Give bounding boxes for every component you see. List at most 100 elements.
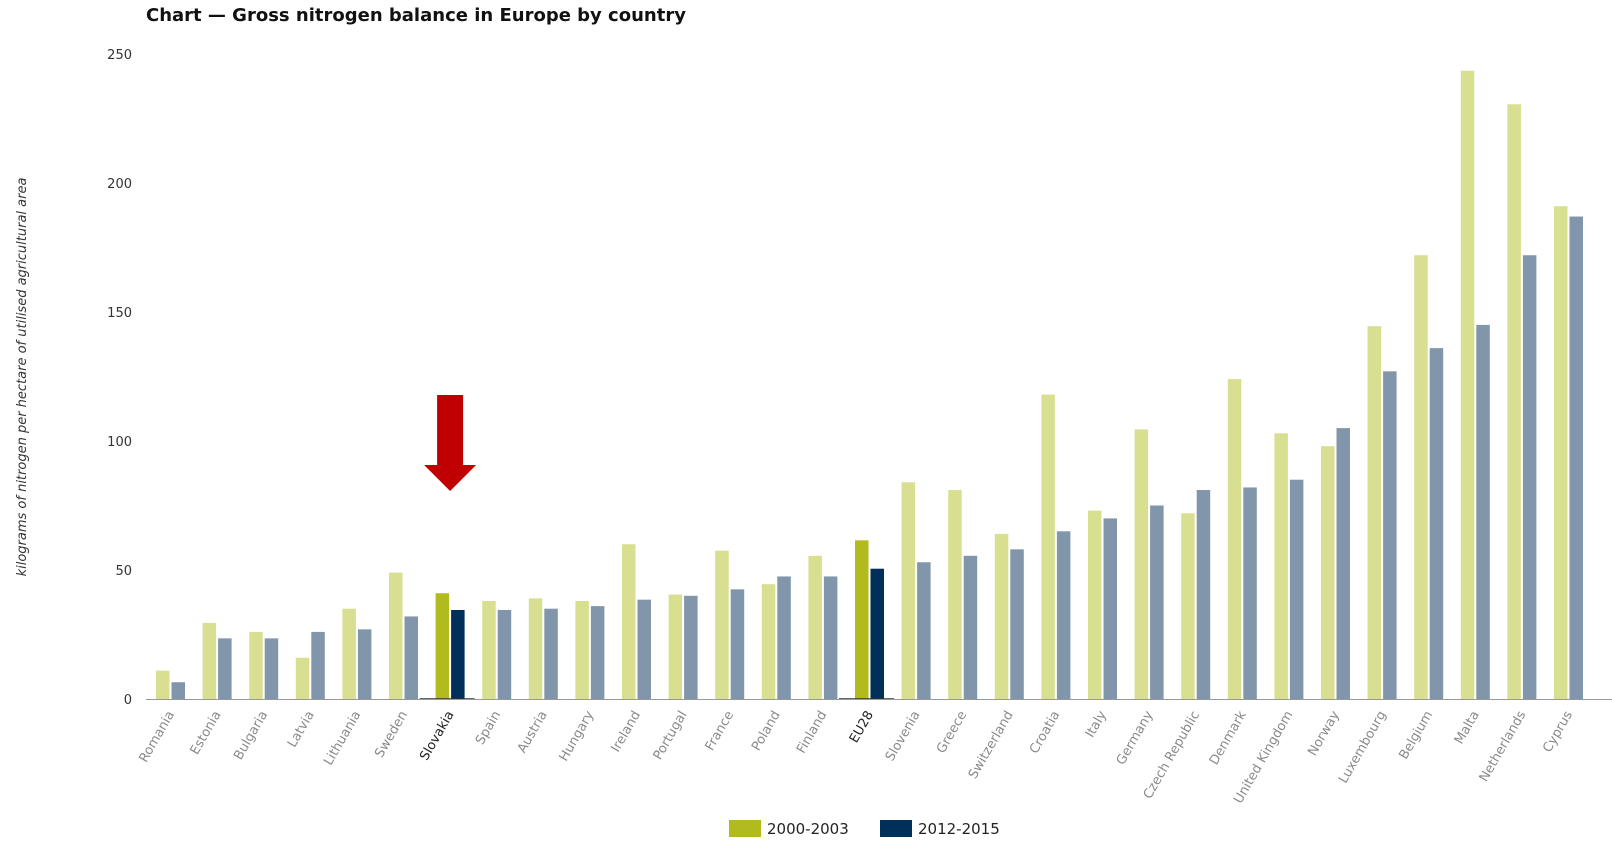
bar-switzerland-2012-2015 bbox=[1010, 549, 1024, 699]
bar-belgium-2000-2003 bbox=[1414, 255, 1428, 700]
annotation-arrow bbox=[424, 395, 477, 491]
bar-spain-2012-2015 bbox=[497, 609, 512, 699]
x-tick-label: France bbox=[703, 709, 738, 754]
x-tick-label: Norway bbox=[1305, 708, 1343, 758]
bar-slovenia-2012-2015 bbox=[917, 562, 931, 699]
bar-latvia-2012-2015 bbox=[311, 631, 325, 699]
bar-greece-2012-2015 bbox=[963, 555, 978, 699]
bar-estonia-2000-2003 bbox=[202, 622, 217, 699]
bar-malta-2012-2015 bbox=[1476, 324, 1490, 699]
bar-bulgaria-2000-2003 bbox=[249, 631, 263, 699]
x-tick-label: Slovenia bbox=[883, 709, 924, 764]
x-tick-label: Finland bbox=[794, 709, 830, 757]
bar-france-2012-2015 bbox=[730, 589, 745, 699]
bar-sweden-2000-2003 bbox=[389, 572, 403, 699]
bar-latvia-2000-2003 bbox=[295, 657, 310, 699]
bar-lithuania-2012-2015 bbox=[357, 629, 372, 699]
bar-finland-2000-2003 bbox=[808, 555, 822, 699]
bars bbox=[156, 70, 1583, 700]
bar-croatia-2012-2015 bbox=[1056, 531, 1071, 699]
bar-denmark-2000-2003 bbox=[1227, 379, 1242, 699]
x-tick-label: Switzerland bbox=[966, 709, 1017, 782]
x-tick-label: Malta bbox=[1452, 709, 1483, 748]
x-tick-label: Cyprus bbox=[1540, 708, 1576, 755]
y-tick-label: 150 bbox=[107, 306, 132, 321]
x-tick-label: Austria bbox=[515, 709, 551, 756]
bar-luxembourg-2000-2003 bbox=[1367, 326, 1382, 699]
bar-italy-2000-2003 bbox=[1088, 510, 1102, 699]
legend[interactable]: 2000-2003 2012-2015 bbox=[729, 820, 1000, 838]
x-tick-label: Spain bbox=[473, 709, 504, 748]
y-axis-ticks: 0 50 100 150 200 250 bbox=[107, 48, 132, 708]
bar-bulgaria-2012-2015 bbox=[264, 638, 279, 699]
bar-austria-2012-2015 bbox=[544, 608, 558, 699]
annotation-arrow-group bbox=[424, 395, 477, 491]
y-tick-label: 100 bbox=[107, 435, 132, 450]
y-tick-label: 250 bbox=[107, 48, 132, 63]
y-axis-label: kilograms of nitrogen per hectare of uti… bbox=[15, 178, 30, 577]
bar-norway-2012-2015 bbox=[1336, 428, 1350, 699]
bar-greece-2000-2003 bbox=[948, 490, 962, 699]
x-tick-label: Lithuania bbox=[321, 709, 364, 769]
bar-finland-2012-2015 bbox=[823, 576, 838, 699]
y-tick-label: 50 bbox=[115, 564, 132, 579]
bar-sweden-2012-2015 bbox=[404, 616, 418, 699]
y-tick-label: 0 bbox=[124, 693, 132, 708]
bar-ireland-2000-2003 bbox=[622, 544, 636, 699]
bar-italy-2012-2015 bbox=[1103, 518, 1117, 699]
bar-hungary-2012-2015 bbox=[590, 606, 605, 699]
x-tick-label: Germany bbox=[1114, 708, 1157, 768]
bar-spain-2000-2003 bbox=[482, 600, 496, 699]
bar-luxembourg-2012-2015 bbox=[1383, 371, 1397, 699]
bar-poland-2000-2003 bbox=[761, 584, 776, 699]
bar-ireland-2012-2015 bbox=[637, 599, 651, 699]
chart-title: Chart — Gross nitrogen balance in Europe… bbox=[146, 5, 686, 26]
bar-portugal-2000-2003 bbox=[668, 594, 683, 699]
y-axis-label-group: kilograms of nitrogen per hectare of uti… bbox=[15, 178, 30, 577]
bar-denmark-2012-2015 bbox=[1243, 487, 1257, 699]
bar-cyprus-2000-2003 bbox=[1554, 206, 1568, 699]
x-tick-label: Romania bbox=[137, 709, 178, 766]
x-tick-label: Bulgaria bbox=[231, 709, 271, 763]
bar-portugal-2012-2015 bbox=[684, 595, 698, 699]
bar-czech-republic-2000-2003 bbox=[1181, 513, 1195, 699]
x-tick-label: Slovakia bbox=[417, 709, 457, 764]
bar-united-kingdom-2012-2015 bbox=[1289, 479, 1304, 699]
x-tick-label: Estonia bbox=[188, 709, 225, 758]
legend-swatch-2012-2015 bbox=[880, 820, 912, 837]
bar-eu28-2000-2003 bbox=[855, 540, 869, 699]
x-tick-label: Italy bbox=[1083, 708, 1110, 740]
legend-label: 2000-2003 bbox=[767, 820, 849, 838]
bar-lithuania-2000-2003 bbox=[342, 608, 356, 699]
bar-romania-2000-2003 bbox=[156, 670, 170, 699]
x-tick-label: Ireland bbox=[608, 709, 643, 755]
bar-netherlands-2012-2015 bbox=[1522, 255, 1537, 700]
legend-swatch-2000-2003 bbox=[729, 820, 761, 837]
bar-romania-2012-2015 bbox=[171, 682, 185, 699]
x-tick-label: Sweden bbox=[372, 709, 411, 761]
x-tick-label: Portugal bbox=[651, 709, 691, 763]
bar-estonia-2012-2015 bbox=[218, 638, 232, 699]
x-tick-label: Croatia bbox=[1027, 709, 1063, 757]
x-tick-label: Hungary bbox=[557, 708, 598, 764]
x-tick-label: Luxembourg bbox=[1336, 709, 1390, 787]
x-axis-ticks: Romania Estonia Bulgaria Latvia Lithuania Swe… bbox=[137, 708, 1577, 806]
bar-croatia-2000-2003 bbox=[1041, 394, 1055, 699]
bar-poland-2012-2015 bbox=[777, 576, 791, 699]
bar-netherlands-2000-2003 bbox=[1507, 104, 1521, 699]
legend-label: 2012-2015 bbox=[918, 820, 1000, 838]
x-tick-label: Greece bbox=[934, 709, 970, 757]
x-tick-label: Latvia bbox=[285, 709, 318, 751]
bar-united-kingdom-2000-2003 bbox=[1274, 433, 1288, 699]
x-tick-label: Denmark bbox=[1207, 708, 1250, 768]
bar-norway-2000-2003 bbox=[1321, 446, 1335, 699]
bar-switzerland-2000-2003 bbox=[994, 533, 1009, 699]
bar-belgium-2012-2015 bbox=[1429, 348, 1444, 699]
bar-hungary-2000-2003 bbox=[575, 600, 589, 699]
bar-slovakia-2000-2003 bbox=[435, 593, 450, 699]
bar-france-2000-2003 bbox=[715, 550, 729, 699]
x-tick-label: Belgium bbox=[1397, 709, 1437, 763]
bar-slovenia-2000-2003 bbox=[901, 482, 916, 699]
y-tick-label: 200 bbox=[107, 177, 132, 192]
